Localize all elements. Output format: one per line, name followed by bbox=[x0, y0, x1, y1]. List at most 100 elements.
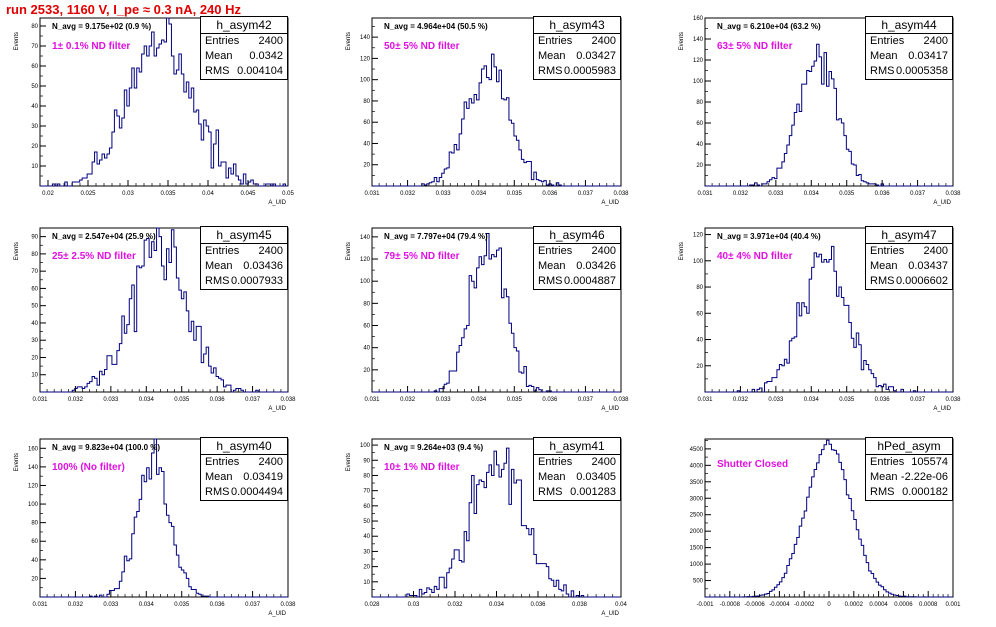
plot-frame bbox=[39, 17, 289, 187]
histogram-title: h_asym41 bbox=[534, 438, 620, 455]
navg-annotation: N_avg = 2.547e+04 (25.9 %) bbox=[52, 232, 156, 241]
y-tick-label: 30 bbox=[31, 338, 38, 344]
y-tick-label: 20 bbox=[31, 355, 38, 361]
stats-value: 2400 bbox=[258, 456, 283, 468]
y-tick-label: 120 bbox=[360, 56, 371, 62]
histogram-panel-h_asym43: 0.031 0.032 0.033 0.034 0.035 0.036 0.037 0.038… bbox=[332, 16, 641, 216]
x-tick-label: 0.035 bbox=[507, 191, 523, 197]
stats-value: 0.000182 bbox=[902, 486, 948, 498]
histogram-panel-h_asym45: 0.031 0.032 0.033 0.034 0.035 0.036 0.037 0.038… bbox=[0, 226, 308, 422]
y-tick-label: 70 bbox=[31, 44, 38, 50]
histogram-title: hPed_asym bbox=[866, 438, 952, 455]
y-tick-label: 50 bbox=[31, 304, 38, 310]
stats-label: RMS bbox=[870, 275, 895, 287]
stats-label: RMS bbox=[205, 486, 230, 498]
x-tick-label: 0.038 bbox=[945, 191, 961, 197]
x-tick-label: 0.035 bbox=[839, 191, 855, 197]
stats-label: Mean bbox=[538, 50, 566, 62]
y-tick-label: 60 bbox=[31, 64, 38, 70]
histogram-title: h_asym43 bbox=[534, 17, 620, 34]
x-axis-label: A_UID bbox=[601, 611, 619, 617]
histogram-panel-h_asym47: 0.031 0.032 0.033 0.034 0.035 0.036 0.037 0.038… bbox=[665, 226, 973, 422]
y-tick-label: 80 bbox=[363, 473, 370, 479]
y-tick-label: 90 bbox=[31, 235, 38, 241]
x-axis-label: A_UID bbox=[933, 406, 951, 412]
y-tick-label: 60 bbox=[363, 120, 370, 126]
x-tick-label: 0.033 bbox=[768, 191, 784, 197]
y-tick-label: 100 bbox=[693, 259, 704, 265]
y-tick-label: 20 bbox=[31, 144, 38, 150]
x-tick-label: 0.03 bbox=[408, 602, 420, 608]
filter-label: 1± 0.1% ND filter bbox=[52, 41, 130, 52]
stats-value: 0.03436 bbox=[243, 260, 283, 272]
stats-box: hPed_asym Entries 105574 Mean -2.22e-06 RMS 0.… bbox=[865, 437, 953, 501]
y-tick-label: 10 bbox=[31, 373, 38, 379]
x-tick-label: 0.037 bbox=[578, 191, 594, 197]
y-tick-label: 20 bbox=[696, 163, 703, 169]
x-tick-label: 0.036 bbox=[875, 397, 891, 403]
stats-label: Entries bbox=[205, 35, 240, 47]
stats-row-rms: RMS 0.0006602 bbox=[866, 274, 952, 289]
x-tick-label: 0.032 bbox=[733, 191, 749, 197]
x-tick-label: -0.0004 bbox=[769, 602, 790, 608]
y-tick-label: 140 bbox=[360, 35, 371, 41]
y-tick-label: 60 bbox=[696, 121, 703, 127]
x-tick-label: -0.0008 bbox=[720, 602, 741, 608]
stats-row-mean: Mean 0.03419 bbox=[201, 470, 287, 485]
stats-label: Entries bbox=[538, 456, 573, 468]
stats-label: Mean bbox=[205, 50, 233, 62]
stats-box: h_asym40 Entries 2400 Mean 0.03419 RMS 0.00044… bbox=[200, 437, 288, 501]
y-tick-label: 4500 bbox=[690, 447, 704, 453]
stats-row-mean: Mean 0.0342 bbox=[201, 49, 287, 64]
histogram-line bbox=[372, 233, 621, 393]
stats-value: 2400 bbox=[591, 456, 616, 468]
stats-row-entries: Entries 2400 bbox=[866, 34, 952, 49]
plot-frame bbox=[704, 227, 954, 393]
stats-label: RMS bbox=[205, 65, 230, 77]
navg-annotation: N_avg = 7.797e+04 (79.4 %) bbox=[384, 232, 488, 241]
stats-label: Entries bbox=[205, 456, 240, 468]
y-tick-label: 160 bbox=[28, 446, 39, 452]
x-tick-label: 0.031 bbox=[32, 397, 48, 403]
y-tick-label: 20 bbox=[31, 576, 38, 582]
x-tick-label: 0.035 bbox=[507, 397, 523, 403]
y-tick-label: 500 bbox=[693, 579, 704, 585]
navg-annotation: N_avg = 4.964e+04 (50.5 %) bbox=[384, 22, 488, 31]
plot-frame bbox=[371, 227, 622, 393]
y-tick-label: 3000 bbox=[690, 496, 704, 502]
y-tick-label: 100 bbox=[360, 279, 371, 285]
y-tick-label: 2500 bbox=[690, 513, 704, 519]
stats-label: Mean bbox=[538, 471, 566, 483]
filter-label: 100% (No filter) bbox=[52, 462, 125, 473]
y-tick-label: 60 bbox=[363, 324, 370, 330]
stats-box: h_asym42 Entries 2400 Mean 0.0342 RMS 0.004104 bbox=[200, 16, 288, 80]
histogram-title: h_asym40 bbox=[201, 438, 287, 455]
filter-label: 25± 2.5% ND filter bbox=[52, 251, 136, 262]
x-tick-label: 0.035 bbox=[839, 397, 855, 403]
histogram-svg: 0.031 0.032 0.033 0.034 0.035 0.036 0.037 0.038… bbox=[679, 16, 961, 206]
stats-label: Entries bbox=[538, 245, 573, 257]
stats-row-rms: RMS 0.0005983 bbox=[534, 64, 620, 79]
stats-value: 0.03426 bbox=[576, 260, 616, 272]
x-axis-label: A_UID bbox=[268, 200, 286, 206]
x-tick-label: 0.036 bbox=[210, 397, 226, 403]
y-axis-label: Events bbox=[679, 32, 685, 50]
y-tick-label: 140 bbox=[28, 465, 39, 471]
stats-label: Entries bbox=[538, 35, 573, 47]
navg-annotation: N_avg = 9.175e+02 (0.9 %) bbox=[52, 22, 152, 31]
stats-row-mean: Mean 0.03426 bbox=[534, 259, 620, 274]
y-tick-label: 70 bbox=[31, 269, 38, 275]
histogram-title: h_asym44 bbox=[866, 17, 952, 34]
stats-box: h_asym47 Entries 2400 Mean 0.03437 RMS 0.00066… bbox=[865, 226, 953, 290]
x-tick-label: 0.045 bbox=[240, 191, 256, 197]
histogram-title: h_asym45 bbox=[201, 227, 287, 244]
stats-label: RMS bbox=[538, 486, 563, 498]
plot-frame bbox=[371, 17, 622, 187]
stats-label: Mean bbox=[205, 471, 233, 483]
stats-value: 0.0004887 bbox=[564, 275, 616, 287]
y-tick-label: 10 bbox=[363, 580, 370, 586]
stats-value: 0.0004494 bbox=[231, 486, 283, 498]
y-tick-label: 1000 bbox=[690, 562, 704, 568]
stats-value: 2400 bbox=[923, 35, 948, 47]
x-tick-label: 0.031 bbox=[364, 397, 380, 403]
